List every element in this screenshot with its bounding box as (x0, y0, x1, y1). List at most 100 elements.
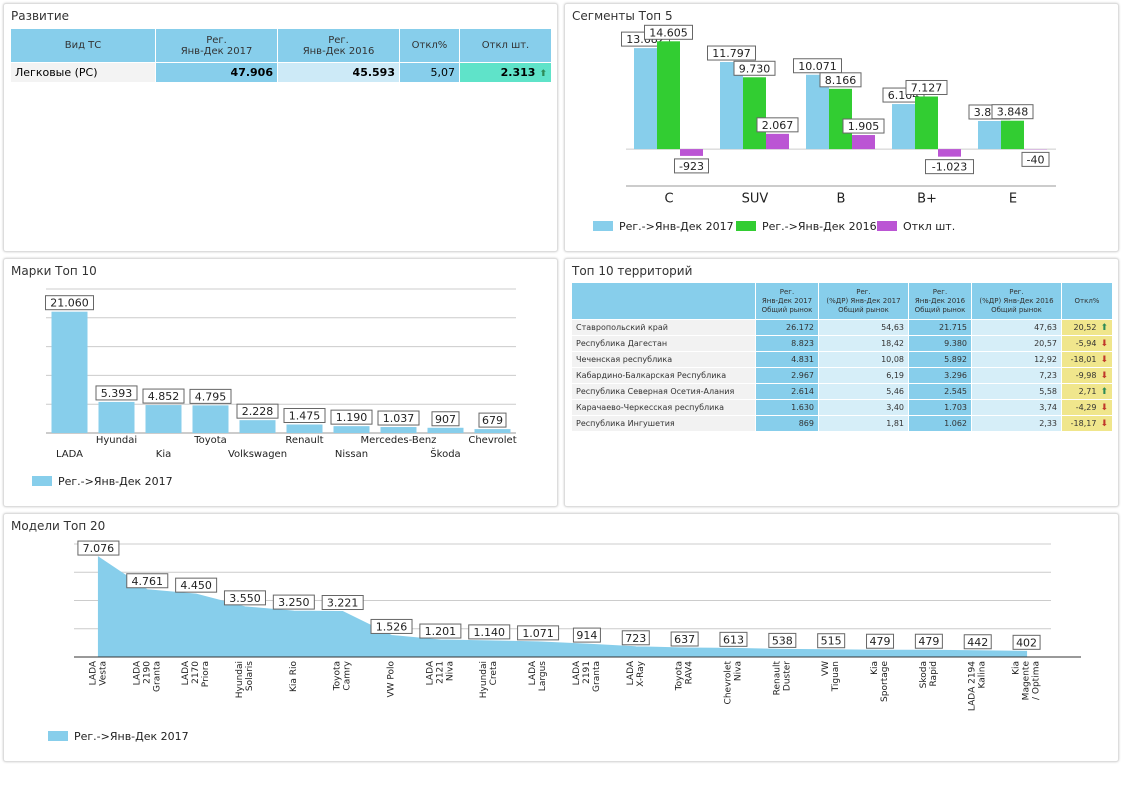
value-label: 1.201 (425, 625, 457, 638)
value-label-box (478, 412, 507, 428)
header-cell: Рег. Янв-Дек 2017 (155, 28, 278, 63)
row: Республика Северная Осетия-Алания 2.614 5,… (571, 383, 1113, 400)
value-label: 479 (870, 635, 891, 648)
cell-text: 5,07 (430, 66, 456, 79)
value-label-box (1021, 151, 1050, 167)
value-label-box (719, 631, 748, 647)
cell: 6,19 (818, 367, 909, 384)
value-label-box (866, 633, 895, 649)
trend-arrow: ⬇ (1100, 402, 1108, 413)
bar (743, 77, 766, 150)
bar (852, 135, 875, 150)
cell: 5,58 (971, 383, 1062, 400)
value-label-box (819, 72, 862, 88)
cell-text: 18,42 (881, 339, 904, 348)
value-label: 1.190 (336, 411, 368, 424)
value-label: 637 (674, 633, 695, 646)
cell: 1,81 (818, 415, 909, 432)
trend-arrow: ⬆ (1100, 386, 1108, 397)
cell: 10,08 (818, 351, 909, 368)
cell: 5.892 (908, 351, 972, 368)
value-label: 3.221 (327, 597, 359, 610)
cell-text: Кабардино-Балкарская Республика (576, 371, 727, 380)
bar (427, 427, 464, 433)
bar (474, 429, 511, 433)
cell: 12,92 (971, 351, 1062, 368)
value-label-box (468, 624, 511, 640)
bar (720, 62, 743, 150)
cell: 3,74 (971, 399, 1062, 416)
x-tick-label: Hyundai Solaris (234, 661, 255, 699)
cell: -5,94 ⬇ (1061, 335, 1113, 352)
cell: 20,57 (971, 335, 1062, 352)
header-cell: Рег. Янв-Дек 2016 (277, 28, 400, 63)
legend-label: Откл шт. (903, 220, 955, 233)
legend-label: Рег.->Янв-Дек 2017 (74, 730, 189, 743)
value-label-box (419, 623, 462, 639)
panel: Модели Топ 20 7.076 4.761 4.450 3.550 3.250 3.… (3, 513, 1119, 762)
cell-text: -18,01 (1070, 354, 1097, 364)
panel-title: Марки Топ 10 (11, 264, 97, 278)
value-label-box (707, 45, 756, 61)
cell-text: Республика Северная Осетия-Алания (576, 387, 735, 396)
x-tick-label: SUV (742, 192, 769, 207)
value-label: 5.393 (101, 387, 133, 400)
cell: Республика Дагестан (571, 335, 756, 352)
x-tick-label: VW Polo (386, 661, 397, 698)
cell-text: 20,57 (1034, 339, 1057, 348)
cell: 869 (755, 415, 819, 432)
value-label: 7.127 (911, 81, 943, 94)
x-tick-label: LADA 2190 Granta (132, 661, 163, 692)
value-label: 515 (821, 635, 842, 648)
panel-title: Топ 10 территорий (572, 264, 693, 278)
bar (333, 426, 370, 433)
value-label-box (670, 631, 699, 647)
row: Легковые (PC) 47.906 45.593 5,07 2.313 ⬆ (10, 62, 552, 83)
cell: 21.715 (908, 319, 972, 336)
legend-label: Рег.->Янв-Дек 2017 (58, 475, 173, 488)
cell: 18,42 (818, 335, 909, 352)
cell-text: 26.172 (786, 323, 814, 332)
cell-text: 3,40 (886, 403, 904, 412)
bar (286, 424, 323, 433)
value-label-box (142, 388, 185, 404)
bar (829, 88, 852, 150)
value-label-box (175, 577, 218, 593)
value-label: 11.797 (712, 47, 751, 60)
value-label: 2.067 (762, 119, 794, 132)
panel-title: Сегменты Топ 5 (572, 9, 673, 23)
legend-swatch (32, 476, 52, 486)
panel: Развитие Вид ТС Рег. Янв-Дек 2017 Рег. Янв-… (3, 3, 558, 252)
value-label: 1.071 (522, 627, 554, 640)
value-label-box (674, 158, 709, 174)
x-tick-label: Toyota RAV4 (674, 661, 695, 691)
value-label-box (733, 60, 776, 76)
x-tick-label: C (664, 192, 673, 207)
x-tick-label: Kia (156, 449, 171, 460)
value-label-box (370, 618, 413, 634)
header-cell: Рег. Янв-Дек 2017 Общий рынок (755, 282, 819, 320)
value-label: 479 (918, 635, 939, 648)
table: Рег. Янв-Дек 2017 Общий рынок Рег. (%ДР) … (571, 282, 1113, 432)
row: Кабардино-Балкарская Республика 2.967 6,19… (571, 367, 1113, 384)
value-label: 1.526 (376, 620, 408, 633)
cell: 20,52 ⬆ (1061, 319, 1113, 336)
x-tick-label: Toyota Camry (332, 661, 353, 691)
trend-arrow: ⬇ (1100, 338, 1108, 349)
cell-text: -4,29 (1075, 402, 1097, 412)
row: Ставропольский край 26.172 54,63 21.715 47,6… (571, 319, 1113, 336)
cell-text: 54,63 (881, 323, 904, 332)
legend-swatch (593, 221, 613, 231)
value-label-box (768, 632, 797, 648)
bar (938, 149, 961, 157)
header-cell: Рег. (%ДР) Янв-Дек 2017 Общий рынок (818, 282, 909, 320)
cell-text: 45.593 (352, 66, 395, 79)
legend-label: Рег.->Янв-Дек 2017 (619, 220, 734, 233)
value-label: 10.071 (798, 60, 837, 73)
trend-arrow: ⬇ (1100, 354, 1108, 365)
value-label-box (431, 411, 460, 427)
x-tick-label: B+ (917, 192, 937, 207)
value-label: 538 (772, 634, 793, 647)
header-row: Вид ТС Рег. Янв-Дек 2017 Рег. Янв-Дек 2016… (10, 28, 552, 63)
